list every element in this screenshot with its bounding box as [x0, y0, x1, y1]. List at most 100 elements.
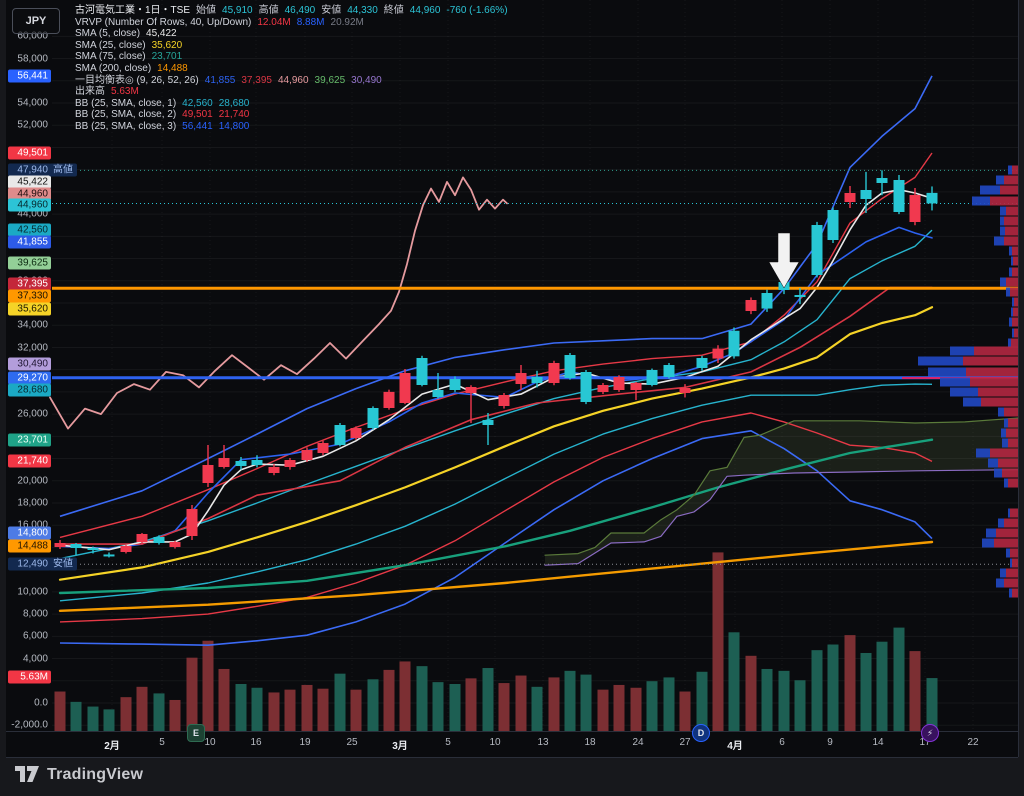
indicator-row[interactable]: SMA (5, close) 45,422: [75, 28, 509, 40]
candlestick[interactable]: [498, 395, 510, 406]
senkouA-line[interactable]: [544, 417, 1018, 556]
candlestick[interactable]: [202, 465, 214, 483]
candlestick[interactable]: [597, 385, 609, 392]
candlestick[interactable]: [449, 379, 461, 390]
volume-bar[interactable]: [548, 677, 560, 731]
candlestick[interactable]: [251, 460, 263, 465]
candlestick[interactable]: [548, 363, 560, 383]
candlestick[interactable]: [334, 425, 346, 445]
candlestick[interactable]: [564, 355, 576, 378]
candlestick[interactable]: [317, 443, 329, 453]
sma200-line[interactable]: [58, 540, 934, 612]
candlestick[interactable]: [893, 180, 905, 212]
volume-bar[interactable]: [613, 684, 625, 731]
candlestick[interactable]: [465, 387, 477, 393]
currency-toggle-button[interactable]: JPY: [12, 8, 60, 34]
volume-bar[interactable]: [284, 689, 296, 731]
chart-plot-area[interactable]: [6, 0, 1018, 731]
volume-bar[interactable]: [399, 661, 411, 731]
volume-bar[interactable]: [350, 689, 362, 731]
earnings-icon[interactable]: E: [187, 724, 205, 742]
candlestick[interactable]: [926, 192, 938, 204]
candlestick[interactable]: [367, 408, 379, 428]
candlestick[interactable]: [416, 358, 428, 385]
volume-bar[interactable]: [860, 652, 872, 731]
volume-bar[interactable]: [564, 670, 576, 731]
volume-bar[interactable]: [367, 679, 379, 731]
volume-bar[interactable]: [515, 675, 527, 731]
candlestick[interactable]: [844, 193, 856, 202]
symbol-title-row[interactable]: 古河電気工業・1日・TSE 始値 45,910 高値 46,490 安値 44,330 終値 4…: [75, 5, 509, 17]
sma75-line[interactable]: [58, 438, 934, 595]
volume-bar[interactable]: [449, 684, 461, 731]
chart-canvas[interactable]: [6, 0, 1018, 731]
candlestick[interactable]: [284, 460, 296, 467]
candlestick[interactable]: [301, 450, 313, 460]
indicator-row[interactable]: SMA (25, close) 35,620: [75, 40, 509, 52]
down-arrow-shape[interactable]: [768, 232, 800, 289]
candlestick[interactable]: [728, 330, 740, 357]
candlestick[interactable]: [531, 377, 543, 383]
bb3-upper-line[interactable]: [59, 75, 933, 518]
volume-bar[interactable]: [218, 668, 230, 731]
candlestick[interactable]: [860, 190, 872, 199]
volume-bar[interactable]: [70, 701, 82, 731]
candlestick[interactable]: [186, 509, 198, 536]
volume-bar[interactable]: [926, 678, 938, 731]
candlestick[interactable]: [745, 300, 757, 311]
indicator-row[interactable]: BB (25, SMA, close, 2) 49,501 21,740: [75, 109, 509, 121]
volume-bar[interactable]: [778, 670, 790, 731]
candlestick[interactable]: [268, 467, 280, 473]
bb2-lower-line[interactable]: [59, 412, 933, 623]
time-axis[interactable]: 2月 5 10 16 19 25 3月 5 10 13 18 24 27 4月 6 9 14 17 22: [6, 731, 1018, 758]
candlestick[interactable]: [630, 383, 642, 390]
volume-bar[interactable]: [482, 668, 494, 731]
volume-bar[interactable]: [597, 689, 609, 731]
candlestick[interactable]: [120, 546, 132, 552]
candlestick[interactable]: [712, 348, 724, 359]
candlestick[interactable]: [482, 420, 494, 425]
senkouB-line[interactable]: [544, 469, 1018, 566]
candlestick[interactable]: [432, 390, 444, 397]
indicator-row[interactable]: 出来高 5.63M: [75, 86, 509, 98]
candlestick[interactable]: [909, 195, 921, 222]
sma25-line[interactable]: [58, 306, 934, 581]
volume-bar[interactable]: [383, 669, 395, 731]
candlestick[interactable]: [827, 210, 839, 240]
volume-bar[interactable]: [712, 552, 724, 731]
tradingview-logo[interactable]: TradingView: [14, 765, 143, 784]
volume-bar[interactable]: [87, 706, 99, 731]
volume-bar[interactable]: [679, 691, 691, 731]
volume-bar[interactable]: [186, 657, 198, 731]
bb1-lower-line[interactable]: [59, 383, 933, 602]
volume-bar[interactable]: [334, 673, 346, 731]
kijun-line[interactable]: [59, 286, 933, 545]
volume-bar[interactable]: [646, 681, 658, 731]
volume-bar[interactable]: [498, 683, 510, 731]
bb3-lower-line[interactable]: [59, 430, 933, 646]
volume-bar[interactable]: [54, 691, 66, 731]
volume-bar[interactable]: [120, 697, 132, 731]
volume-bar[interactable]: [235, 684, 247, 731]
chikou-line[interactable]: [49, 176, 508, 430]
volume-bar[interactable]: [136, 686, 148, 731]
volume-bar[interactable]: [761, 668, 773, 731]
split-icon[interactable]: ⚡: [921, 724, 939, 742]
volume-bar[interactable]: [630, 687, 642, 731]
volume-bar[interactable]: [317, 688, 329, 731]
volume-bar[interactable]: [876, 641, 888, 731]
volume-bar[interactable]: [202, 640, 214, 731]
volume-bar[interactable]: [696, 671, 708, 731]
candlestick[interactable]: [679, 388, 691, 393]
candlestick[interactable]: [153, 537, 165, 543]
candlestick[interactable]: [235, 461, 247, 466]
volume-bar[interactable]: [416, 666, 428, 731]
candlestick[interactable]: [811, 225, 823, 275]
candlestick[interactable]: [70, 544, 82, 548]
candlestick[interactable]: [613, 377, 625, 390]
candlestick[interactable]: [87, 548, 99, 550]
volume-bar[interactable]: [432, 682, 444, 731]
volume-bar[interactable]: [844, 635, 856, 731]
candlestick[interactable]: [696, 358, 708, 368]
candlestick[interactable]: [663, 365, 675, 377]
